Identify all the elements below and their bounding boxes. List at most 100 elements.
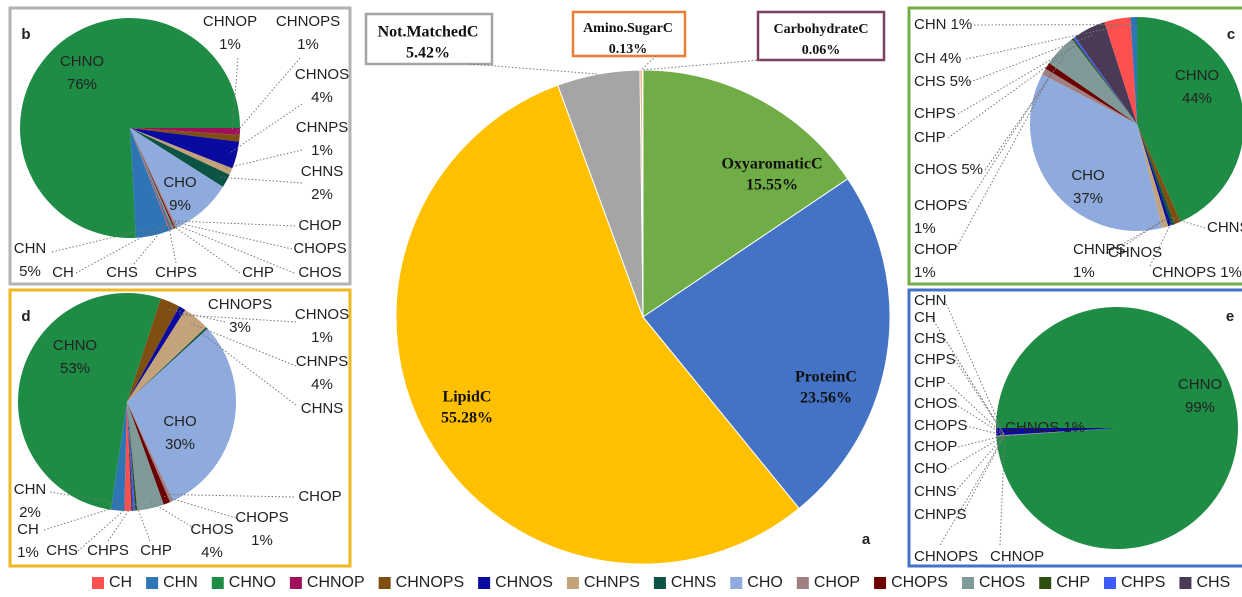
leader-line <box>168 493 295 498</box>
slice-value-label: 1% <box>951 16 973 33</box>
slice-label: CHP <box>242 264 274 281</box>
slice-value-label: 37% <box>1073 190 1103 207</box>
pie-slice <box>642 178 891 510</box>
pie-slice <box>130 128 240 169</box>
legend-swatch <box>1103 577 1116 589</box>
slice-value-label: 0.06% <box>802 43 841 58</box>
slice-label-name: CHS <box>46 542 78 559</box>
pie-slice <box>130 128 240 135</box>
slice-label: CHNPS <box>1073 241 1126 258</box>
slice-label-name: CHPS <box>914 105 956 122</box>
slice-label-name: CHNOP <box>990 548 1044 565</box>
pie-slice <box>130 128 240 142</box>
slice-label-name: CHOPS <box>914 417 967 434</box>
pie-slice <box>130 128 171 231</box>
slice-value-label: 53% <box>60 360 90 377</box>
slice-label: CHPS <box>914 105 956 122</box>
leader-line <box>43 502 128 531</box>
pie-slice <box>127 402 134 511</box>
leader-line <box>954 403 1005 437</box>
slice-label: CHNS <box>914 483 957 500</box>
slice-label-name: CH <box>914 50 936 67</box>
legend-label: CHNOS <box>495 574 553 591</box>
slice-value-label: 15.55% <box>746 177 798 194</box>
slice-label: CH <box>914 309 936 326</box>
slice-label-name: CHOP <box>298 217 341 234</box>
pie-slice <box>127 327 208 402</box>
slice-label: CHOP <box>914 241 957 258</box>
pie-slice <box>130 128 172 231</box>
leader-line <box>954 359 1006 437</box>
slice-label-name: CHP <box>914 374 946 391</box>
leader-line <box>999 435 1006 546</box>
panel-letter: e <box>1226 308 1234 325</box>
pie-slice <box>996 428 1117 437</box>
slice-value-label: 0.13% <box>609 42 648 57</box>
slice-label: ProteinC <box>795 369 857 386</box>
leader-line <box>1170 217 1206 229</box>
leader-line <box>965 25 1119 60</box>
legend-label: CHOPS <box>891 574 948 591</box>
slice-label: CHPS <box>87 542 129 559</box>
slice-value-label: 1% <box>1063 419 1085 436</box>
panel-letter: b <box>21 26 30 43</box>
pie-slice <box>996 307 1238 550</box>
slice-label: CHO <box>163 174 196 191</box>
leader-line <box>51 227 152 253</box>
leader-line <box>944 300 1006 437</box>
slice-label: CarbohydrateC <box>774 22 869 37</box>
pie-slice <box>130 128 171 231</box>
leader-line <box>178 314 297 323</box>
slice-value-label: 1% <box>914 220 936 237</box>
leader-line <box>947 382 1006 437</box>
slice-label: CHNOS 1% <box>1005 419 1085 436</box>
legend-label: CHNS <box>671 574 716 591</box>
leader-line <box>965 69 1054 207</box>
legend-label: CHN <box>163 574 198 591</box>
slice-label: CHP <box>140 542 172 559</box>
pie-slice <box>127 309 207 402</box>
legend-label: CHP <box>1056 574 1090 591</box>
leader-line <box>219 176 303 184</box>
slice-label-name: CHS <box>106 264 138 281</box>
slice-label: CHOP <box>298 488 341 505</box>
slice-label-name: CHS <box>914 73 946 90</box>
slice-label: CHO <box>914 460 947 477</box>
slice-label-name: CHPS <box>155 264 197 281</box>
slice-label: Not.MatchedC <box>378 24 479 41</box>
slice-label: CHN <box>914 292 947 309</box>
slice-value-label: 2% <box>311 186 333 203</box>
pie-slice <box>996 428 1117 436</box>
pie-slice <box>996 428 1117 436</box>
pie-slice <box>130 128 174 230</box>
legend-swatch <box>653 577 666 589</box>
pie-slice <box>1104 17 1137 124</box>
leader-line <box>961 435 1006 516</box>
pie-slice <box>127 306 186 402</box>
panel-letter: a <box>862 531 871 548</box>
leader-line <box>947 434 1005 470</box>
slice-value-label: 4% <box>311 89 333 106</box>
leader-line <box>228 103 303 154</box>
leader-line <box>167 308 226 323</box>
slice-value-label: 1% <box>251 532 273 549</box>
slice-label-name: CHOP <box>914 438 957 455</box>
slice-label: CH 4% <box>914 50 961 67</box>
legend-swatch <box>146 577 159 589</box>
pie-slice <box>127 402 136 511</box>
slice-label-name: CHNPS <box>914 506 967 523</box>
pie-slice <box>1071 37 1137 125</box>
pie-slice <box>1042 68 1137 124</box>
slice-value-label: 55.28% <box>441 410 493 427</box>
slice-label-name: CHS <box>914 330 946 347</box>
pie-slice <box>127 402 138 511</box>
slice-label: CHOS <box>914 395 957 412</box>
slice-label: CHN <box>14 240 47 257</box>
slice-label: CHNOS <box>295 306 349 323</box>
legend-label: CHO <box>747 574 783 591</box>
leader-line <box>77 502 133 552</box>
panel-letter: c <box>1227 26 1235 43</box>
slice-label-name: CHP <box>914 129 946 146</box>
pie-slice <box>127 328 236 501</box>
slice-value-label: 99% <box>1185 399 1215 416</box>
